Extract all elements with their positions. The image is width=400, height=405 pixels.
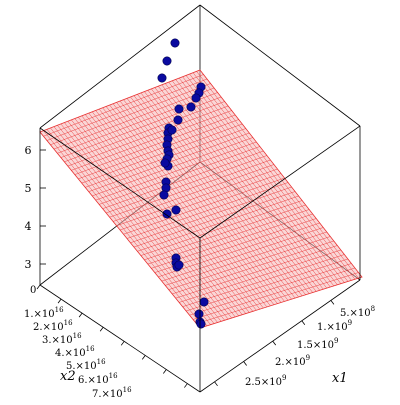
plane-mesh-line — [182, 76, 345, 283]
data-point — [170, 38, 180, 48]
data-point — [157, 73, 167, 83]
plane-mesh-line — [165, 231, 327, 286]
data-point — [174, 260, 184, 270]
data-point — [174, 104, 184, 114]
plane-mesh-line — [189, 73, 352, 281]
x2-tick — [99, 326, 104, 332]
x2-tick — [120, 341, 125, 346]
data-point — [171, 205, 181, 215]
x1-tick — [214, 381, 218, 387]
box-edge-top-back-left — [39, 4, 201, 129]
x2-tick — [57, 298, 62, 304]
tick-label: 2.5×109 — [245, 374, 286, 388]
x2-axis-label: x2 — [60, 369, 76, 384]
plane-mesh-line — [126, 98, 289, 301]
plane-mesh-line — [123, 99, 285, 302]
tick-label: 1.5×109 — [297, 337, 338, 351]
plane-mesh-line — [168, 236, 331, 290]
plane-mesh-line — [178, 77, 342, 284]
data-point — [199, 297, 209, 307]
plane-mesh-line — [196, 71, 359, 279]
plane-mesh-line — [161, 84, 324, 290]
tick-label: 4.×1016 — [55, 345, 95, 359]
x1-tick — [330, 300, 335, 305]
plane-mesh-line — [192, 72, 356, 280]
data-point — [162, 56, 172, 66]
plane-mesh-line — [133, 95, 296, 299]
x1-axis-label: x1 — [332, 371, 348, 386]
plane-mesh-line — [196, 272, 359, 324]
plane-mesh-line — [189, 263, 352, 316]
x1-tick — [243, 361, 247, 366]
plane-mesh-line — [182, 254, 345, 307]
tick-label: 3.×1016 — [42, 332, 82, 346]
plane-mesh-line — [147, 90, 310, 294]
plane-mesh-line — [130, 186, 292, 243]
tick-label: 2.×109 — [275, 354, 310, 368]
plane-mesh-line — [130, 96, 292, 300]
plane-mesh-line — [165, 83, 327, 289]
bounding-box-front — [39, 4, 361, 393]
box-edge-top-back-right — [199, 4, 361, 127]
data-point — [173, 115, 183, 125]
x2-tick — [184, 383, 188, 388]
tick-label: 3 — [25, 258, 32, 271]
regression-plane — [39, 69, 363, 329]
box-edge-top-front-right — [199, 125, 361, 239]
plane-mesh-line — [137, 195, 299, 252]
plane-mesh-line — [172, 240, 334, 295]
data-point — [191, 93, 201, 103]
tick-label: 6.×1016 — [78, 372, 118, 386]
tick-label: 4 — [25, 220, 32, 233]
plane-mesh-line — [192, 267, 356, 320]
axis-ticks: 3 4 5 6 0 1.×10162.×10163.×10164.×10165.×1016… — [24, 144, 375, 400]
x1-tick — [301, 320, 306, 325]
tick-label: 1.×1016 — [24, 306, 64, 320]
tick-label: 5.×108 — [340, 305, 375, 319]
data-point — [167, 125, 177, 135]
plane-mesh-line — [171, 80, 335, 287]
tick-label: 1.×109 — [317, 319, 352, 333]
plane-mesh-line — [161, 227, 324, 282]
tick-label: 5 — [25, 182, 32, 195]
tick-label: 6 — [25, 144, 32, 157]
plane-mesh-line — [179, 249, 341, 303]
data-point — [196, 319, 206, 329]
data-points — [157, 38, 209, 329]
tick-label: 7.×1016 — [92, 386, 132, 400]
box-edge-bottom-front-left — [39, 284, 201, 393]
x2-tick — [162, 369, 167, 374]
data-point — [194, 309, 204, 319]
plane-mesh-line — [168, 81, 331, 288]
x1-tick — [272, 340, 277, 346]
data-point — [159, 190, 169, 200]
plane-mesh-line — [175, 79, 338, 285]
plane-mesh-line — [119, 173, 282, 231]
plane-mesh-line — [158, 222, 320, 278]
data-point — [162, 209, 172, 219]
plane-mesh-line — [158, 86, 320, 291]
plane-mesh-line — [126, 182, 289, 239]
plane-mesh-line — [137, 94, 299, 298]
plane-mesh-line — [144, 204, 306, 261]
x2-tick — [36, 284, 41, 290]
plane-mesh-line — [186, 258, 348, 312]
plane-fill — [39, 69, 363, 329]
tick-label: 5.×1016 — [66, 358, 106, 372]
plane-mesh-line — [133, 191, 296, 248]
data-point — [186, 102, 196, 112]
plane-mesh-line — [123, 177, 285, 235]
plane-mesh-line — [140, 200, 303, 256]
x2-tick — [141, 355, 146, 360]
data-point — [160, 158, 170, 168]
x2-tick — [78, 312, 83, 318]
tick-label: 0 — [30, 285, 36, 296]
plane-mesh-line — [175, 245, 338, 299]
plane-mesh-line — [185, 75, 349, 282]
box-edge-top-front-left — [39, 127, 201, 239]
tick-label: 2.×1016 — [33, 319, 73, 333]
box-edge-bottom-front-right — [199, 279, 361, 393]
